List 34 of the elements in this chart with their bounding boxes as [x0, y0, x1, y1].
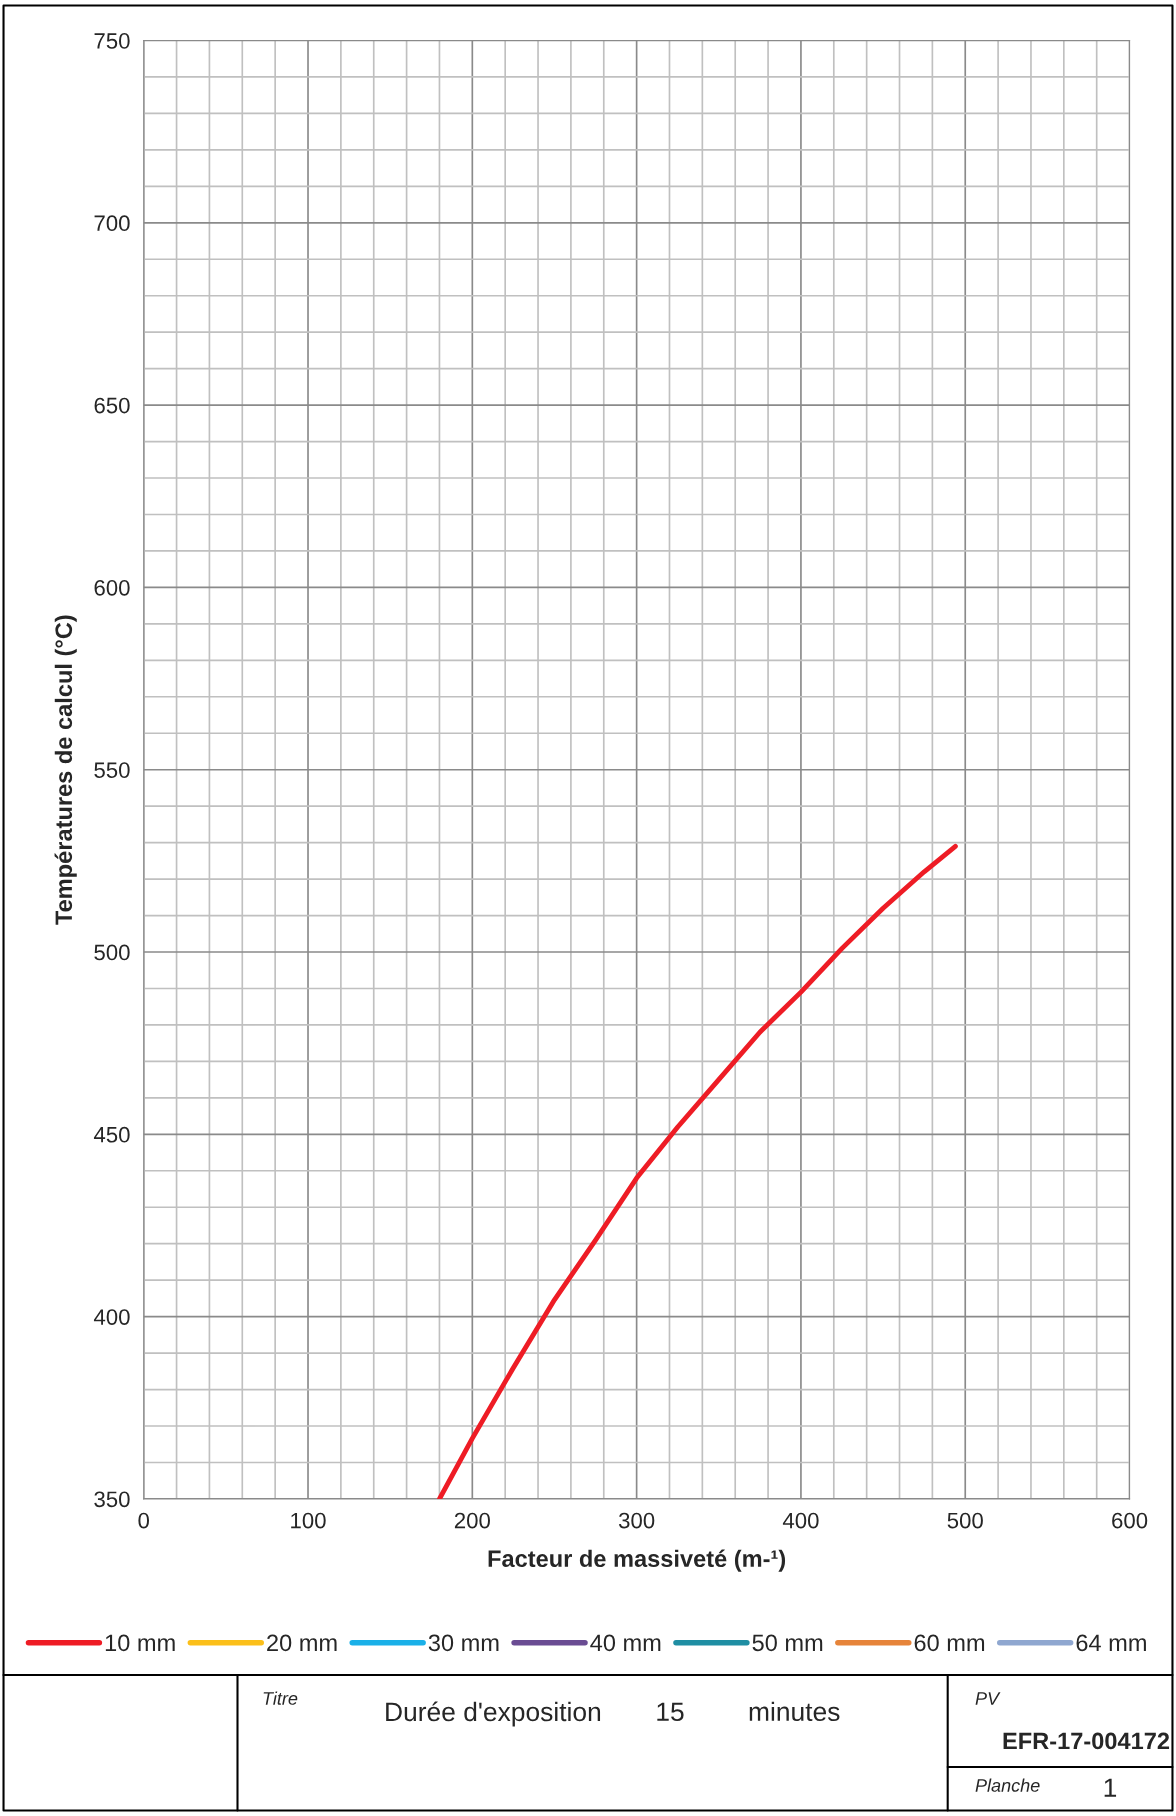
- x-tick-label: 0: [138, 1512, 150, 1529]
- y-tick-label: 600: [94, 579, 130, 596]
- x-tick-label: 500: [947, 1512, 983, 1529]
- text: minutes: [749, 1701, 840, 1722]
- line-series: [437, 843, 958, 1499]
- legend-label: 10 mm: [105, 1634, 175, 1652]
- legend-label: 64 mm: [1076, 1634, 1146, 1652]
- x-tick-label: 400: [782, 1512, 819, 1529]
- y-tick-label: 650: [94, 397, 130, 414]
- y-axis-title: Températures de calcul (°C): [54, 615, 77, 925]
- x-tick-label: 600: [1112, 1512, 1148, 1529]
- x-tick-label: 100: [291, 1512, 326, 1529]
- x-axis-title: Facteur de massiveté (m-¹): [488, 1549, 786, 1572]
- text: 15: [657, 1702, 684, 1722]
- text: EFR-17-004172: [1003, 1732, 1170, 1750]
- text: Titre: [263, 1691, 298, 1705]
- text: 1: [1104, 1778, 1117, 1797]
- legend-label: 40 mm: [590, 1634, 661, 1652]
- y-tick-label: 700: [94, 215, 130, 232]
- text: Planche: [975, 1778, 1040, 1792]
- y-tick-label: 550: [94, 762, 130, 778]
- legend-label: 50 mm: [752, 1634, 823, 1652]
- y-tick-label: 450: [93, 1126, 130, 1143]
- y-tick-label: 750: [94, 33, 130, 49]
- text: Durée d'exposition: [386, 1701, 601, 1727]
- legend-label: 60 mm: [914, 1634, 985, 1652]
- x-tick-label: 200: [454, 1512, 490, 1529]
- legend-label: 20 mm: [267, 1634, 337, 1652]
- text: PV: [975, 1692, 1001, 1705]
- legend-label: 30 mm: [428, 1634, 499, 1652]
- y-tick-label: 350: [94, 1491, 130, 1508]
- x-tick-label: 300: [618, 1512, 655, 1529]
- y-tick-label: 400: [93, 1309, 130, 1325]
- y-tick-label: 500: [94, 944, 130, 961]
